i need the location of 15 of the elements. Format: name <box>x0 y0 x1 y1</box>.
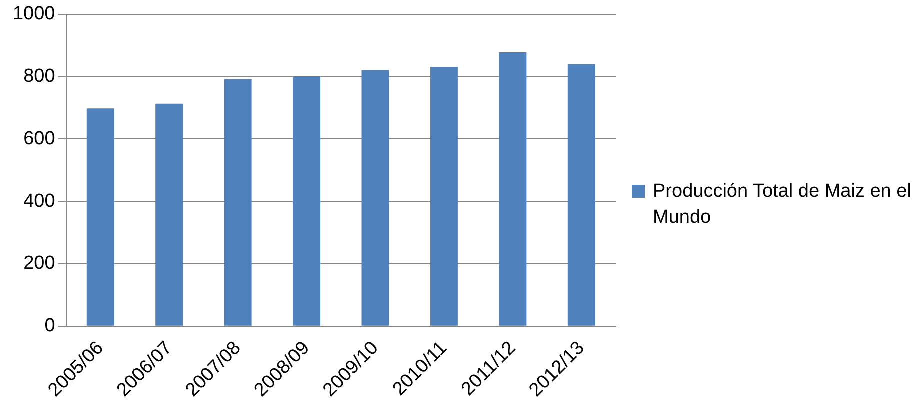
y-tick-label: 200 <box>24 253 56 274</box>
y-tick-label: 0 <box>44 316 56 337</box>
y-tick-label: 800 <box>24 66 56 88</box>
y-tick-label: 1000 <box>12 4 56 25</box>
bar <box>293 76 321 326</box>
bar <box>86 108 114 326</box>
y-tick-label: 400 <box>24 190 56 212</box>
y-tick-label: 600 <box>24 128 56 150</box>
legend-label: Producción Total de Maiz en el Mundo <box>653 180 912 230</box>
bar <box>362 70 390 326</box>
bar <box>224 79 252 326</box>
bar <box>430 67 458 326</box>
bar <box>568 64 596 326</box>
bar <box>156 104 184 326</box>
bar <box>499 52 527 326</box>
